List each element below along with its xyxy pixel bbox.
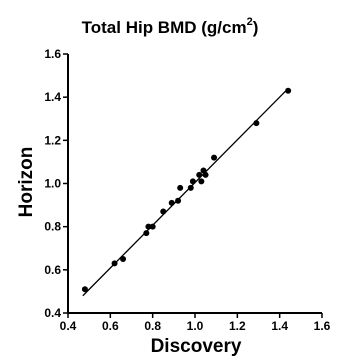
- data-point: [120, 256, 127, 263]
- x-tick-label: 1.4: [271, 319, 288, 333]
- chart-title-text: Total Hip BMD (g/cm: [82, 18, 247, 37]
- y-tick-label: 1.6: [44, 47, 61, 61]
- x-tick-label: 1.0: [187, 319, 204, 333]
- x-tick-label: 0.6: [102, 319, 119, 333]
- data-point: [285, 87, 292, 94]
- y-tick-label: 0.4: [44, 306, 61, 320]
- x-tick-label: 1.2: [229, 319, 246, 333]
- data-point: [253, 120, 260, 127]
- data-point: [189, 178, 196, 185]
- data-point: [177, 184, 184, 191]
- data-point: [175, 197, 182, 204]
- x-axis-label: Discovery: [151, 336, 242, 356]
- y-tick-label: 1.0: [44, 177, 61, 191]
- y-axis-label: Horizon: [16, 147, 37, 218]
- data-point: [211, 154, 218, 161]
- y-tick-label: 1.2: [44, 133, 61, 147]
- data-point: [198, 178, 205, 185]
- data-point: [81, 286, 88, 293]
- data-point: [202, 171, 209, 178]
- plot-area: 0.4 0.6 0.8 1.0 1.2 1.4 1.6 0.4 0.6 0.8 1.0 1.2 1.4 1…: [44, 47, 330, 333]
- data-point: [160, 208, 167, 215]
- chart-title: Total Hip BMD (g/cm2): [82, 16, 259, 37]
- data-point: [168, 199, 175, 206]
- data-point: [145, 223, 152, 230]
- data-point: [149, 223, 156, 230]
- chart-title-superscript: 2: [247, 16, 253, 28]
- x-tick-label: 1.6: [314, 319, 331, 333]
- data-point: [143, 230, 150, 237]
- data-point: [187, 184, 194, 191]
- y-tick-label: 0.6: [44, 263, 61, 277]
- x-tick-label: 0.4: [60, 319, 77, 333]
- y-tick-label: 1.4: [44, 90, 61, 104]
- y-tick-label: 0.8: [44, 220, 61, 234]
- x-tick-label: 0.8: [144, 319, 161, 333]
- chart-title-close: ): [253, 18, 259, 37]
- data-point: [111, 260, 118, 267]
- data-point: [196, 171, 203, 178]
